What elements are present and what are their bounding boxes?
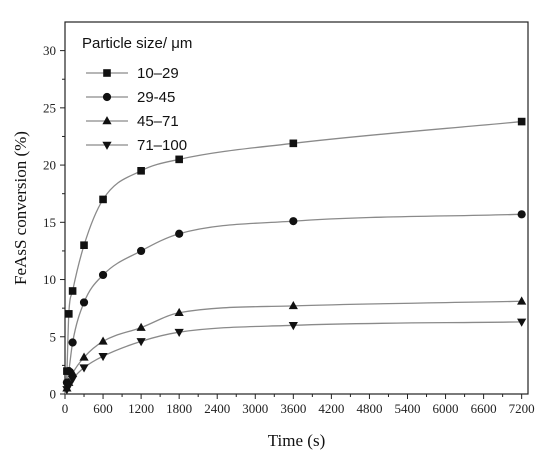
y-tick-label: 20 [43, 158, 56, 173]
marker-circle [137, 246, 146, 256]
fit-curve-series-4 [64, 321, 522, 395]
fit-curves [64, 120, 522, 395]
y-axis-label: FeAsS conversion (%) [11, 131, 30, 285]
marker-triangle-up [288, 300, 298, 310]
y-tick-label: 15 [43, 215, 56, 230]
marker-square [137, 167, 145, 175]
x-tick-label: 1800 [166, 401, 192, 416]
marker-square [289, 139, 298, 148]
marker-circle [68, 338, 77, 347]
marker-square [99, 195, 107, 204]
marker-triangle-up [517, 296, 527, 305]
x-axis-label: Time (s) [268, 431, 325, 450]
x-tick-label: 0 [62, 401, 69, 416]
x-tick-label: 3600 [280, 401, 306, 416]
marker-triangle-down [288, 322, 298, 331]
legend-entry-label: 45–71 [137, 113, 179, 130]
marker-triangle-up [102, 116, 112, 125]
marker-triangle-down [79, 364, 89, 373]
marker-triangle-down [68, 375, 78, 384]
fit-curve-series-3 [64, 300, 522, 395]
fit-curve-series-1 [64, 120, 522, 395]
marker-circle [79, 298, 89, 307]
y-tick-label: 5 [50, 329, 57, 344]
marker-square [175, 155, 183, 164]
x-tick-label: 6600 [471, 401, 497, 416]
marker-square [517, 117, 526, 126]
y-tick-label: 30 [43, 43, 56, 58]
marker-triangle-up [98, 336, 108, 345]
marker-square [65, 310, 73, 318]
marker-triangle-down [136, 338, 146, 347]
marker-circle [102, 92, 112, 102]
x-tick-label: 4200 [318, 401, 344, 416]
legend-entry-label: 10–29 [137, 65, 179, 82]
marker-square [68, 287, 77, 295]
marker-triangle-up [136, 322, 146, 331]
marker-circle [98, 270, 108, 280]
legend-entry-label: 71–100 [137, 137, 187, 154]
legend-entry-label: 29-45 [137, 89, 175, 106]
marker-triangle-up [68, 368, 78, 377]
marker-square [80, 241, 88, 249]
legend: Particle size/ μm 10–29 29-45 45–71 71–100 [82, 35, 192, 154]
legend-title: Particle size/ μm [82, 35, 192, 52]
plot-frame [64, 21, 529, 395]
marker-triangle-up [79, 352, 89, 361]
marker-triangle-down [64, 381, 74, 390]
axes: 0 600 1200 1800 2400 3000 3600 4200 4800 5400 6000… [43, 43, 535, 416]
marker-circle [517, 210, 526, 219]
marker-triangle-down [517, 318, 527, 327]
x-tick-label: 3000 [242, 401, 268, 416]
plot-area [64, 21, 529, 395]
y-tick-label: 25 [43, 100, 56, 115]
x-tick-label: 1200 [128, 401, 154, 416]
marker-square [103, 69, 111, 77]
x-tick-label: 5400 [394, 401, 420, 416]
x-tick-label: 2400 [204, 401, 230, 416]
y-tick-label: 0 [50, 387, 57, 402]
marker-triangle-down [102, 141, 112, 150]
marker-triangle-down [98, 352, 108, 362]
marker-circle [289, 217, 298, 226]
marker-triangle-up [174, 307, 184, 317]
x-tick-label: 7200 [509, 401, 535, 416]
x-tick-label: 6000 [433, 401, 459, 416]
data-markers [62, 117, 527, 395]
marker-triangle-down [174, 328, 184, 338]
marker-circle [175, 229, 184, 238]
x-tick-label: 600 [93, 401, 113, 416]
x-tick-label: 4800 [356, 401, 382, 416]
y-tick-label: 10 [43, 272, 56, 287]
